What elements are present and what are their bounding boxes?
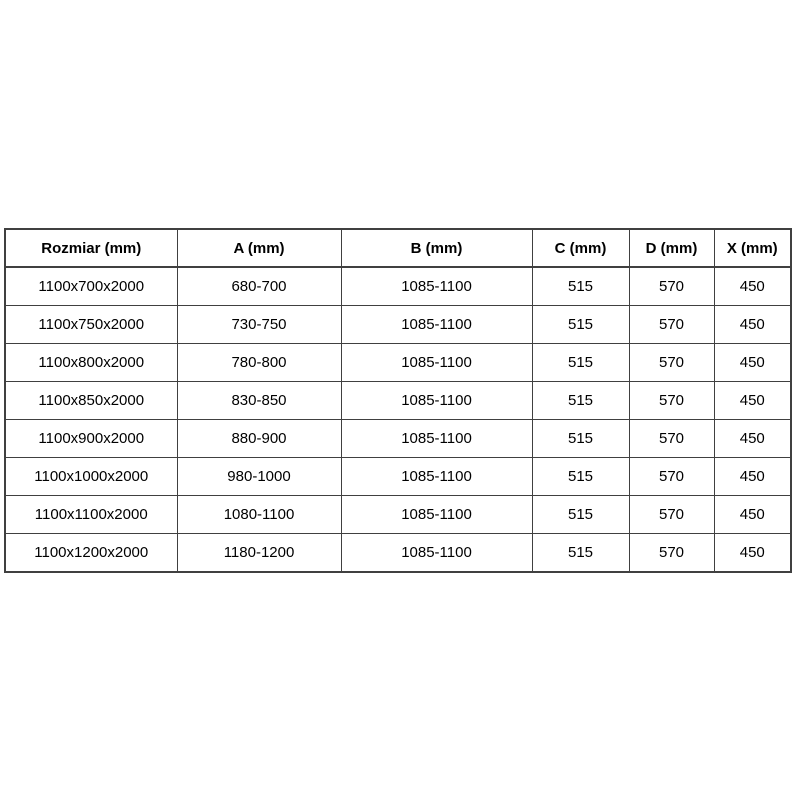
table-cell: 1085-1100 — [340, 457, 533, 496]
table-cell: 1080-1100 — [176, 495, 342, 534]
table-cell: 830-850 — [176, 381, 342, 420]
table-cell: 1100x700x2000 — [4, 266, 178, 306]
table-cell: 570 — [628, 419, 715, 458]
column-header-a: A (mm) — [176, 228, 342, 268]
table-cell: 980-1000 — [176, 457, 342, 496]
table-row: 1100x1100x2000 1080-1100 1085-1100 515 5… — [4, 495, 792, 534]
table-row: 1100x750x2000 730-750 1085-1100 515 570 … — [4, 305, 792, 344]
table-cell: 450 — [713, 495, 792, 534]
table-cell: 570 — [628, 495, 715, 534]
column-header-x: X (mm) — [713, 228, 792, 268]
table-cell: 730-750 — [176, 305, 342, 344]
table-cell: 450 — [713, 343, 792, 382]
table-cell: 515 — [531, 419, 630, 458]
table-cell: 1085-1100 — [340, 419, 533, 458]
table-cell: 515 — [531, 381, 630, 420]
table-cell: 570 — [628, 305, 715, 344]
header-row: Rozmiar (mm) A (mm) B (mm) C (mm) D (mm)… — [4, 228, 792, 268]
table-cell: 450 — [713, 381, 792, 420]
table-row: 1100x1200x2000 1180-1200 1085-1100 515 5… — [4, 533, 792, 573]
table-cell: 780-800 — [176, 343, 342, 382]
size-specification-table: Rozmiar (mm) A (mm) B (mm) C (mm) D (mm)… — [4, 228, 792, 573]
table-cell: 570 — [628, 381, 715, 420]
table-cell: 680-700 — [176, 266, 342, 306]
table-cell: 450 — [713, 305, 792, 344]
table-cell: 515 — [531, 457, 630, 496]
table-row: 1100x700x2000 680-700 1085-1100 515 570 … — [4, 266, 792, 306]
column-header-c: C (mm) — [531, 228, 630, 268]
table-cell: 1085-1100 — [340, 305, 533, 344]
table-cell: 1085-1100 — [340, 495, 533, 534]
table-cell: 1100x1000x2000 — [4, 457, 178, 496]
table-cell: 570 — [628, 266, 715, 306]
table-cell: 1180-1200 — [176, 533, 342, 573]
table-cell: 1100x900x2000 — [4, 419, 178, 458]
column-header-rozmiar: Rozmiar (mm) — [4, 228, 178, 268]
table-row: 1100x1000x2000 980-1000 1085-1100 515 57… — [4, 457, 792, 496]
table-cell: 570 — [628, 457, 715, 496]
table-row: 1100x850x2000 830-850 1085-1100 515 570 … — [4, 381, 792, 420]
table-cell: 570 — [628, 533, 715, 573]
table-cell: 1085-1100 — [340, 343, 533, 382]
table-cell: 1100x1200x2000 — [4, 533, 178, 573]
table-cell: 450 — [713, 266, 792, 306]
table-cell: 570 — [628, 343, 715, 382]
table-cell: 515 — [531, 305, 630, 344]
table-cell: 515 — [531, 343, 630, 382]
table-cell: 515 — [531, 266, 630, 306]
table-cell: 1100x850x2000 — [4, 381, 178, 420]
table-cell: 1100x750x2000 — [4, 305, 178, 344]
table-cell: 450 — [713, 457, 792, 496]
table-row: 1100x800x2000 780-800 1085-1100 515 570 … — [4, 343, 792, 382]
column-header-d: D (mm) — [628, 228, 715, 268]
table-cell: 880-900 — [176, 419, 342, 458]
table-cell: 1085-1100 — [340, 533, 533, 573]
column-header-b: B (mm) — [340, 228, 533, 268]
table-cell: 450 — [713, 419, 792, 458]
table-cell: 515 — [531, 533, 630, 573]
table-cell: 1085-1100 — [340, 266, 533, 306]
table-cell: 1100x800x2000 — [4, 343, 178, 382]
table-cell: 1085-1100 — [340, 381, 533, 420]
table-row: 1100x900x2000 880-900 1085-1100 515 570 … — [4, 419, 792, 458]
table-cell: 1100x1100x2000 — [4, 495, 178, 534]
table-cell: 515 — [531, 495, 630, 534]
table-cell: 450 — [713, 533, 792, 573]
